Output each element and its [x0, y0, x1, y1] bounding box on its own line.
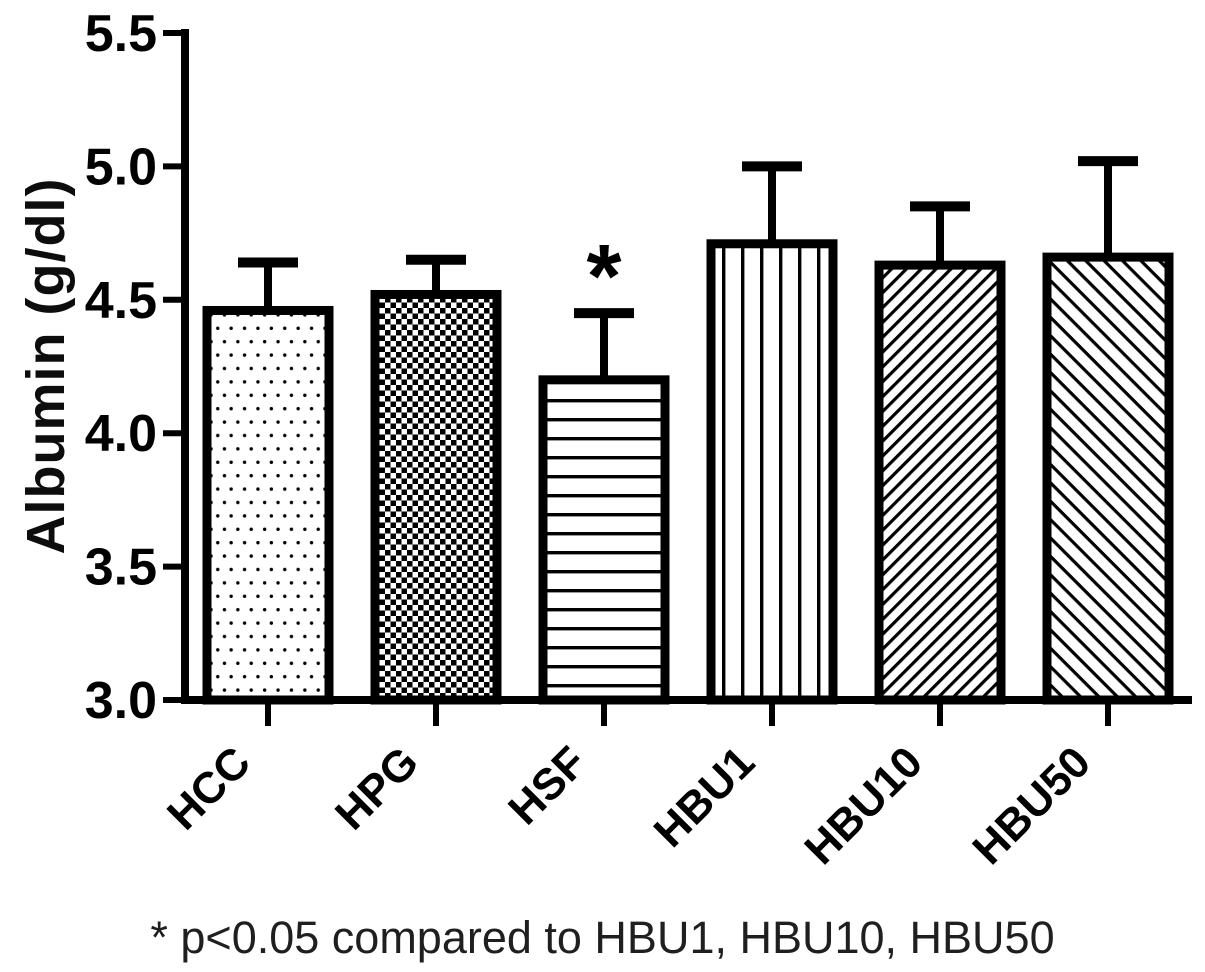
bar-hpg — [370, 289, 502, 705]
x-category-label-hbu1: HBU1 — [645, 737, 764, 856]
x-category-label-hsf: HSF — [499, 737, 596, 834]
bar-hbu1 — [706, 239, 838, 705]
chart-plot-area: * 3.0 3.5 4.0 4.5 5.0 5.5 HCC HPG HSF HBU1 HBU10 HBU… — [85, 5, 1192, 874]
error-bar-hpg — [406, 254, 466, 299]
y-tick-label: 4.5 — [85, 272, 157, 330]
bar-hcc — [202, 305, 334, 705]
bar-hbu50 — [1042, 252, 1174, 705]
y-tick-label: 5.5 — [85, 5, 157, 63]
y-tick-label: 5.0 — [85, 138, 157, 196]
error-bar-hbu10 — [910, 201, 970, 270]
x-category-label-hcc: HCC — [158, 737, 260, 839]
error-bar-hsf — [574, 308, 634, 384]
axes-group: 3.0 3.5 4.0 4.5 5.0 5.5 — [85, 5, 1192, 730]
y-tick-label: 3.5 — [85, 539, 157, 597]
error-bar-hbu1 — [742, 161, 802, 248]
x-category-label-hbu10: HBU10 — [795, 737, 932, 874]
bar-hsf — [538, 375, 670, 705]
bars-group — [202, 239, 1174, 705]
significance-asterisk: * — [586, 227, 621, 327]
y-axis-title: Albumin (g/dl) — [16, 177, 76, 555]
y-tick-label: 4.0 — [85, 405, 157, 463]
y-tick-label: 3.0 — [85, 672, 157, 730]
significance-footnote: * p<0.05 compared to HBU1, HBU10, HBU50 — [150, 912, 1055, 963]
x-category-label-hbu50: HBU50 — [963, 737, 1100, 874]
bar-hbu10 — [874, 260, 1006, 705]
error-bar-hcc — [238, 257, 298, 315]
x-category-label-hpg: HPG — [326, 737, 428, 839]
error-bar-hbu50 — [1078, 156, 1138, 262]
error-bars-group — [238, 156, 1138, 384]
